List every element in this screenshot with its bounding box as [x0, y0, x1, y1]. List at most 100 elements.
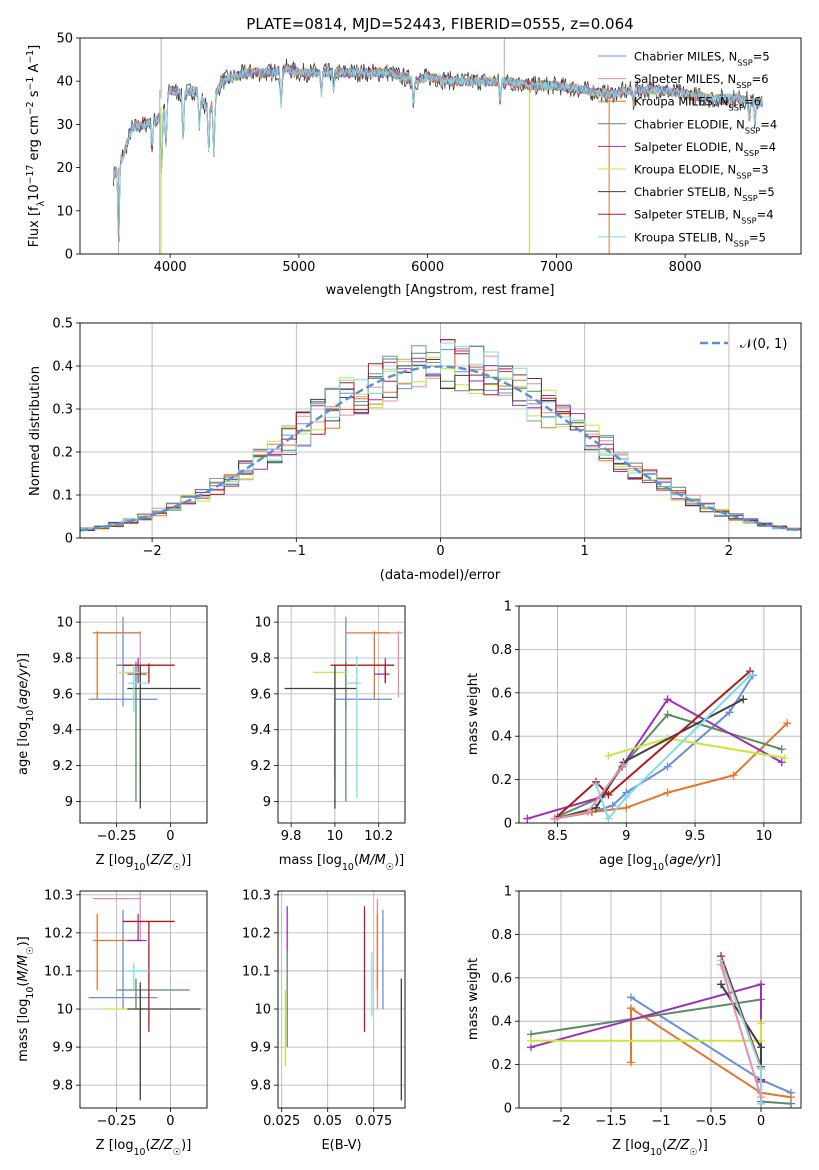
- weight-marker-8: [604, 814, 613, 823]
- x-tick-label: −1: [287, 544, 306, 559]
- y-tick-label: 0: [65, 248, 73, 263]
- y-axis-label: mass [log10(M/M☉)]: [16, 936, 36, 1062]
- weight-marker-4: [777, 758, 786, 767]
- figure-title: PLATE=0814, MJD=52443, FIBERID=0555, z=0…: [246, 15, 633, 33]
- y-tick-label: 0.1: [52, 489, 73, 504]
- y-tick-label: 10: [254, 1003, 271, 1018]
- weight-marker-2: [627, 1004, 635, 1013]
- weight-marker-3: [663, 710, 672, 719]
- plot-area-mass_vs_ebv: [284, 898, 402, 1101]
- legend-label-4: Salpeter ELODIE, NSSP=4: [634, 140, 776, 158]
- y-tick-label: 9.8: [250, 652, 271, 667]
- weight-marker-8: [592, 779, 601, 788]
- y-tick-label: 9.9: [250, 1041, 271, 1056]
- legend-label-normal: 𝒩(0, 1): [740, 337, 787, 352]
- y-tick-label: 0.4: [491, 730, 512, 745]
- legend-label-0: Chabrier MILES, NSSP=5: [634, 50, 770, 68]
- spectrum-series-8: [113, 64, 763, 236]
- y-tick-label: 9.6: [52, 687, 73, 702]
- x-axis-label: Z [log10(Z/Z☉)]: [96, 1138, 192, 1158]
- x-tick-label: −1.5: [595, 1114, 627, 1129]
- axes-weight_vs_Z: −2 −1.5 −1 −0.5 0 0 0.2 0.4 0.6 0.8 1 Z [log10(Z/Z☉…: [466, 885, 802, 1158]
- x-tick-label: 0: [757, 1114, 765, 1129]
- legend-spectrum: Chabrier MILES, NSSP=5 Salpeter MILES, NS…: [598, 50, 777, 248]
- x-tick-label: 2: [725, 544, 733, 559]
- y-axis-label: mass weight: [466, 673, 481, 755]
- axes-frame: [277, 890, 406, 1109]
- panels-root: 4000 5000 6000 7000 800001020304050wavelengt…: [16, 32, 802, 1158]
- x-axis-label: E(B-V): [321, 1138, 361, 1153]
- x-tick-label: 0.025: [263, 1114, 300, 1129]
- weight-marker-6: [592, 803, 601, 812]
- x-tick-label: 6000: [411, 260, 444, 275]
- x-axis-label: wavelength [Angstrom, rest frame]: [326, 283, 555, 298]
- plot-area-mass_vs_Z: [88, 891, 201, 1101]
- weight-marker-3: [787, 1099, 795, 1108]
- weight-marker-5: [527, 1036, 535, 1045]
- x-tick-label: −2: [143, 544, 162, 559]
- weight-series-4: [527, 697, 783, 820]
- legend-residuals: 𝒩(0, 1): [700, 337, 787, 352]
- weight-marker-5: [780, 753, 789, 762]
- weight-marker-6: [739, 695, 748, 704]
- weight-series-8: [595, 674, 751, 821]
- legend-label-2: Kroupa MILES, NSSP=6: [634, 95, 761, 113]
- y-tick-label: 10.1: [242, 964, 271, 979]
- axes-weight_vs_age: 8.5 9 9.5 10 0 0.2 0.4 0.6 0.8 1 age [log10(age/yr…: [466, 600, 802, 873]
- normal-reference-curve: [80, 365, 801, 532]
- legend-label-6: Chabrier STELIB, NSSP=5: [634, 185, 775, 203]
- x-tick-label: −0.25: [97, 829, 137, 844]
- y-tick-label: 0.4: [491, 1015, 512, 1030]
- x-tick-label: 8000: [669, 260, 702, 275]
- y-tick-label: 0: [504, 817, 512, 832]
- y-tick-label: 0.8: [491, 643, 512, 658]
- x-tick-label: −0.5: [695, 1114, 727, 1129]
- axes-frame: [79, 605, 208, 824]
- y-tick-label: 0.5: [52, 317, 73, 332]
- x-tick-label: 0: [166, 829, 174, 844]
- legend-label-7: Salpeter STELIB, NSSP=4: [634, 208, 774, 226]
- weight-marker-1: [619, 760, 628, 769]
- axes-residuals: −2 −1 0 1 2 0 0.1 0.2 0.3 0.4 0.5 (data-model)/erro…: [28, 317, 802, 583]
- histogram-series-8: [80, 342, 801, 533]
- y-tick-label: 9.6: [250, 687, 271, 702]
- x-tick-label: 1: [581, 544, 589, 559]
- weight-marker-2: [663, 788, 672, 797]
- y-tick-label: 0.2: [491, 773, 512, 788]
- y-tick-label: 0.3: [52, 403, 73, 418]
- y-tick-label: 9.2: [250, 759, 271, 774]
- x-tick-label: 0.05: [313, 1114, 342, 1129]
- weight-marker-0: [608, 801, 617, 810]
- weight-marker-2: [622, 803, 631, 812]
- x-tick-label: 10: [327, 829, 344, 844]
- weight-marker-0: [663, 762, 672, 771]
- weight-marker-4: [757, 980, 765, 989]
- plot-area-weight_vs_age: [523, 667, 792, 823]
- x-tick-label: 10: [756, 829, 773, 844]
- weight-marker-5: [757, 1019, 765, 1028]
- weight-series-7: [554, 670, 751, 820]
- y-tick-label: 20: [56, 161, 73, 176]
- weight-marker-2: [783, 719, 792, 728]
- y-tick-label: 1: [504, 600, 512, 615]
- panel-spectrum: 4000 5000 6000 7000 8000 0 10 20 30 40 50 wavelengt…: [25, 32, 802, 298]
- y-tick-label: 0.2: [52, 446, 73, 461]
- x-axis-label: mass [log10(M/M☉)]: [279, 853, 405, 873]
- x-tick-label: −1: [651, 1114, 670, 1129]
- x-tick-label: −0.25: [97, 1114, 137, 1129]
- y-tick-label: 10.1: [44, 964, 73, 979]
- weight-marker-0: [627, 993, 635, 1002]
- weight-marker-4: [663, 695, 672, 704]
- y-axis-label: mass weight: [466, 958, 481, 1040]
- axes-frame: [79, 37, 802, 255]
- y-tick-label: 0: [65, 532, 73, 547]
- weight-marker-1: [717, 960, 725, 969]
- y-tick-label: 10.2: [44, 926, 73, 941]
- x-tick-label: 9: [622, 829, 630, 844]
- y-tick-label: 9.4: [250, 723, 271, 738]
- x-axis-label: age [log10(age/yr)]: [599, 853, 721, 873]
- x-axis-label: Z [log10(Z/Z☉)]: [96, 853, 192, 873]
- weight-series-4: [530, 982, 762, 1082]
- axes-frame: [277, 605, 406, 824]
